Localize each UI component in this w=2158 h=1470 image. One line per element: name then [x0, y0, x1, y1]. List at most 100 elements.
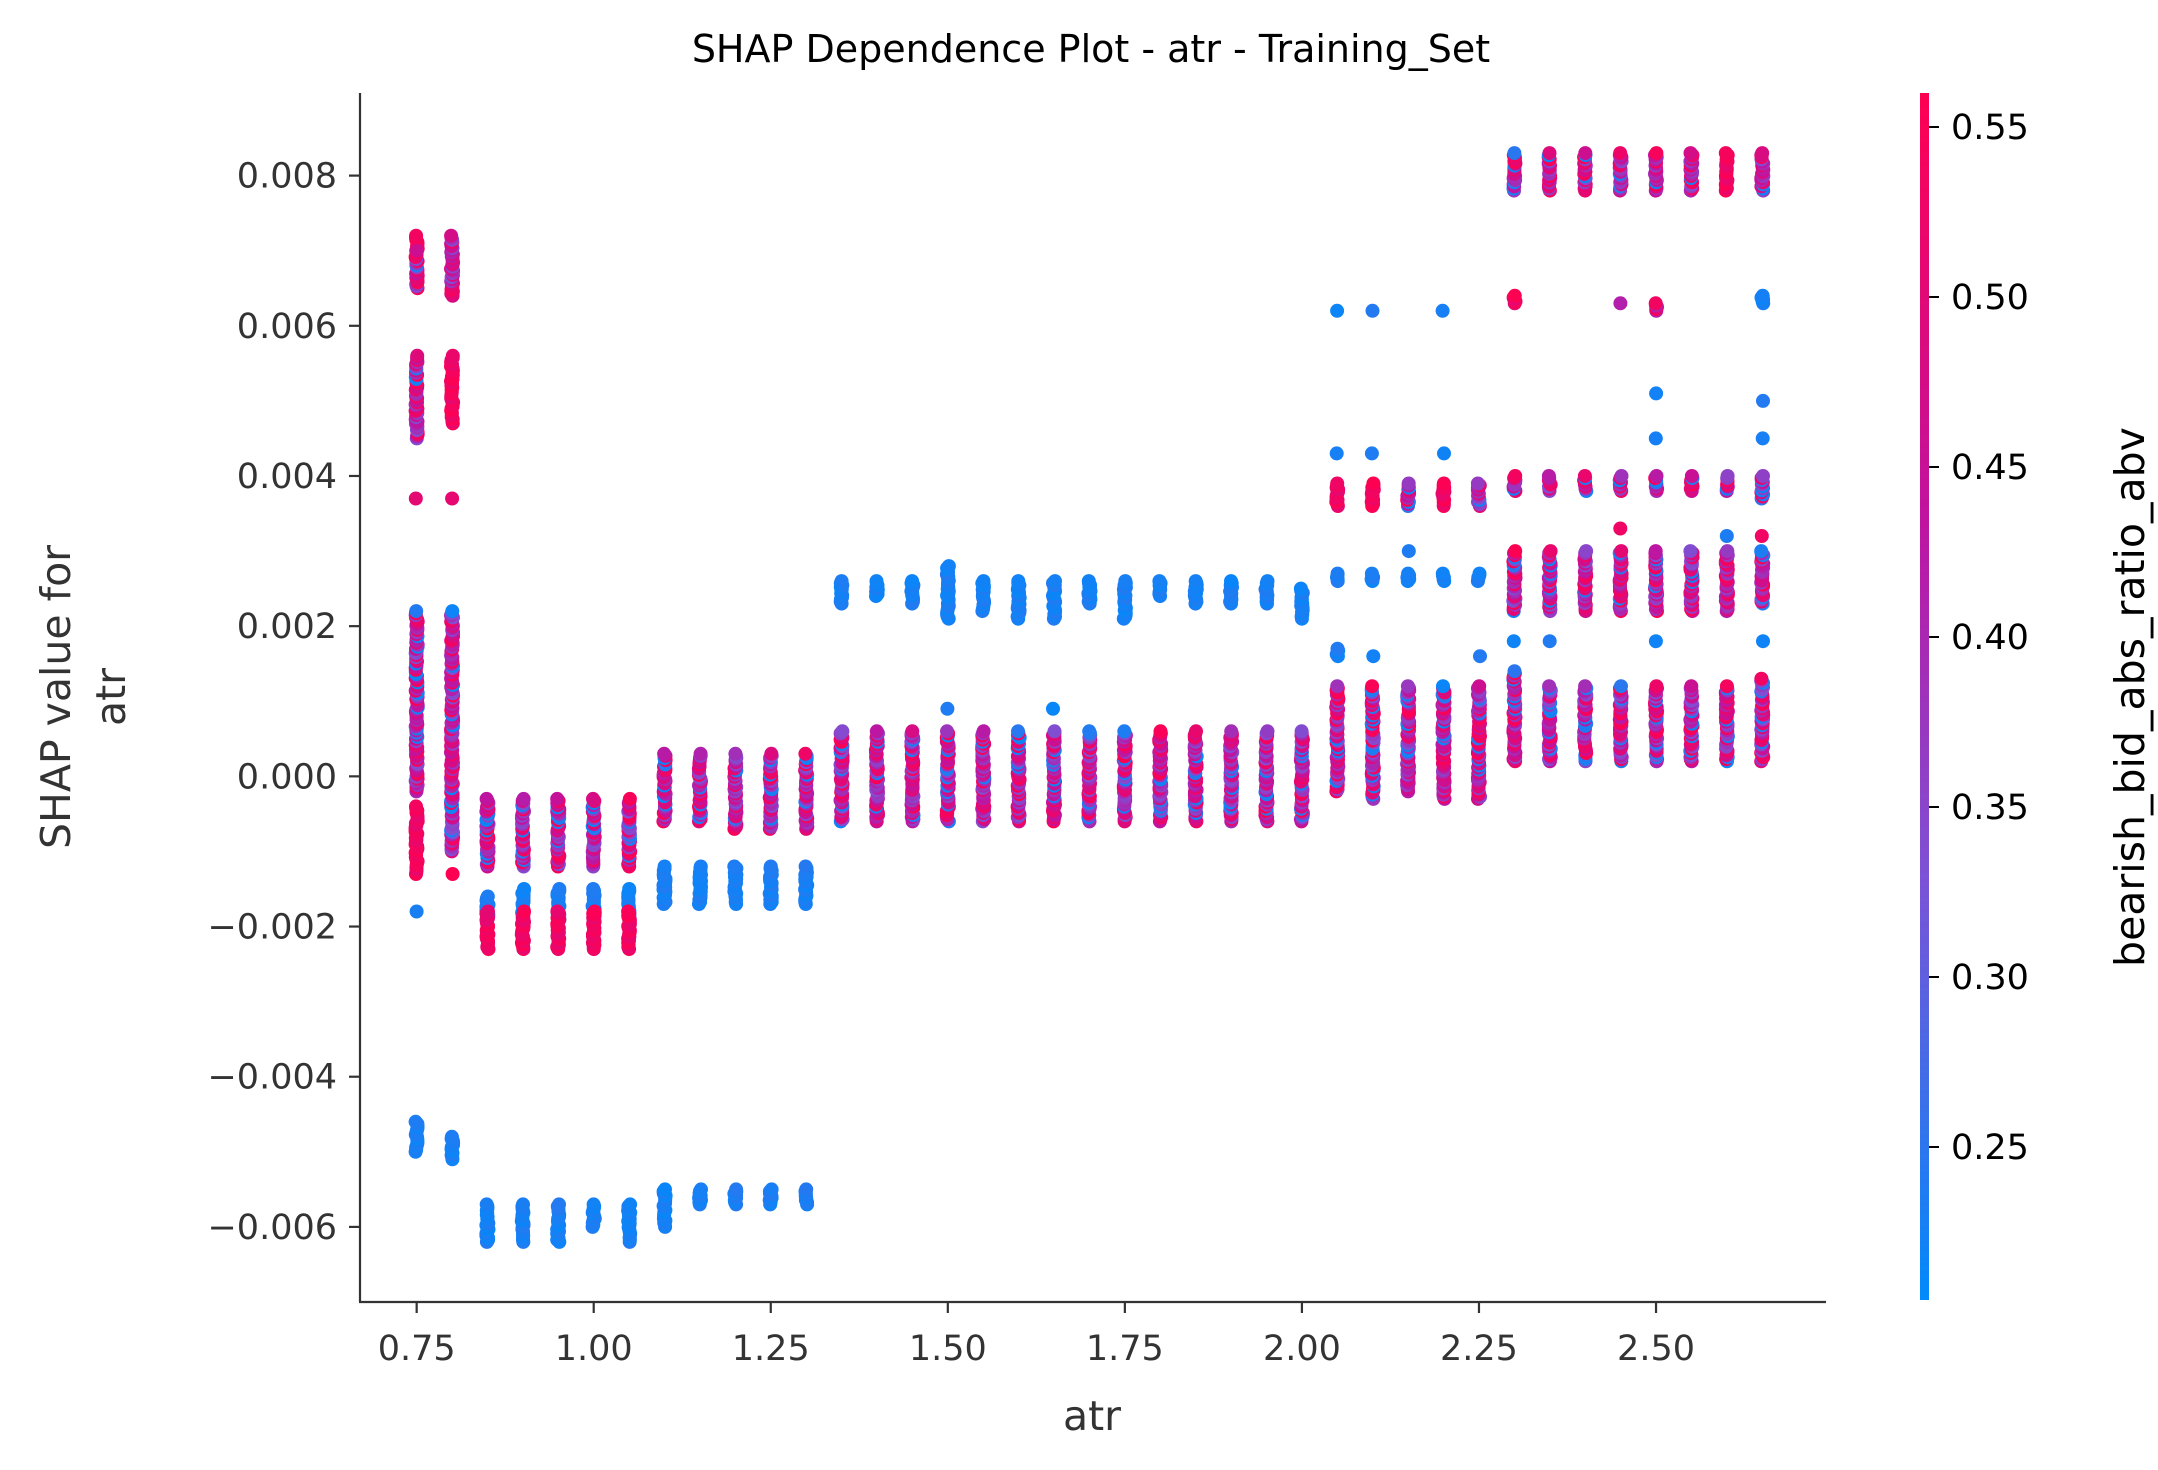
scatter-point [1293, 581, 1308, 596]
y-axis-label-line-2: atr [87, 668, 135, 726]
scatter-point [1541, 469, 1556, 483]
scatter-points [408, 146, 1771, 1249]
scatter-point [1543, 544, 1558, 559]
scatter-point [1614, 544, 1629, 559]
scatter-point [835, 724, 850, 739]
scatter-point [1756, 469, 1770, 483]
scatter-point [1436, 476, 1451, 491]
scatter-point [1613, 296, 1628, 311]
scatter-point [1330, 303, 1345, 318]
scatter-point [1329, 446, 1344, 461]
scatter-point [1330, 679, 1345, 694]
scatter-point [1579, 544, 1594, 559]
scatter-point [1578, 679, 1593, 694]
scatter-point [1011, 724, 1025, 739]
scatter-point [1542, 146, 1557, 161]
scatter-point [1720, 544, 1735, 559]
scatter-point [1508, 544, 1523, 559]
scatter-point [1364, 566, 1379, 581]
colorbar [1920, 93, 1929, 1300]
scatter-point [1648, 634, 1663, 649]
scatter-point [1649, 679, 1664, 694]
scatter-point [410, 348, 425, 363]
scatter-point [445, 604, 460, 619]
scatter-point [728, 746, 743, 761]
scatter-point [408, 1114, 423, 1129]
scatter-point [1578, 146, 1593, 161]
scatter-point [1188, 574, 1203, 589]
scatter-point [622, 882, 637, 896]
scatter-point [1648, 431, 1663, 446]
scatter-point [1047, 724, 1062, 739]
scatter-point [869, 574, 884, 589]
scatter-point [1294, 724, 1309, 739]
scatter-point [1400, 679, 1415, 694]
scatter-point [1153, 724, 1168, 739]
scatter-point [798, 859, 813, 874]
y-axis-label-line-1: SHAP value for [32, 545, 80, 849]
scatter-point [444, 1129, 459, 1144]
scatter-point [1684, 679, 1699, 694]
scatter-point [586, 1197, 601, 1212]
scatter-point [444, 228, 459, 243]
scatter-point [729, 1182, 744, 1197]
scatter-point [1470, 476, 1485, 491]
scatter-point [552, 882, 567, 896]
scatter-point [905, 724, 920, 739]
scatter-point [1473, 649, 1487, 664]
scatter-point [763, 859, 778, 874]
scatter-point [1401, 476, 1416, 491]
colorbar-tick-label: 0.25 [1951, 1128, 2029, 1168]
scatter-point [694, 1182, 708, 1197]
scatter-point [1472, 566, 1487, 581]
scatter-point [1365, 303, 1380, 318]
scatter-point [657, 746, 672, 761]
scatter-point [1507, 288, 1522, 303]
y-tick-label: 0.004 [237, 457, 337, 497]
scatter-point [1755, 146, 1770, 161]
scatter-point [1118, 574, 1133, 589]
scatter-point [1507, 146, 1522, 161]
scatter-point [1507, 664, 1522, 679]
colorbar-tick-label: 0.30 [1951, 958, 2029, 998]
x-tick-label: 2.00 [1263, 1329, 1341, 1369]
y-tick-label: −0.002 [207, 908, 337, 948]
colorbar-ticks: 0.25 0.30 0.35 0.40 0.45 0.50 0.55 [1929, 108, 2029, 1168]
scatter-point [1756, 393, 1770, 408]
x-tick-label: 2.25 [1440, 1329, 1518, 1369]
scatter-point [587, 904, 602, 919]
scatter-point [1649, 469, 1664, 483]
x-tick-label: 1.25 [732, 1329, 810, 1369]
scatter-point [1435, 303, 1450, 318]
scatter-point [799, 1182, 814, 1197]
scatter-point [798, 746, 813, 761]
scatter-point [1719, 679, 1734, 694]
x-tick-label: 1.50 [909, 1329, 987, 1369]
scatter-point [1260, 574, 1275, 589]
scatter-point [1613, 521, 1628, 536]
y-tick-label: 0.000 [237, 757, 337, 797]
scatter-point [622, 791, 637, 806]
scatter-point [1683, 544, 1698, 559]
scatter-point [1684, 469, 1699, 483]
scatter-point [1330, 641, 1345, 656]
scatter-point [1472, 679, 1487, 694]
scatter-point [1081, 574, 1096, 589]
scatter-point [409, 799, 423, 814]
scatter-point [693, 746, 708, 761]
scatter-point [1614, 469, 1629, 483]
x-axis-ticks: 0.75 1.00 1.25 1.50 1.75 2.00 2.25 2.50 [378, 1302, 1695, 1369]
scatter-point [1754, 671, 1769, 686]
y-axis-label: SHAP value for atr [32, 545, 135, 849]
scatter-point [1719, 529, 1734, 543]
scatter-point [1542, 679, 1557, 694]
scatter-point [480, 889, 495, 904]
scatter-point [1755, 288, 1770, 303]
scatter-point [1506, 634, 1521, 649]
scatter-point [1718, 146, 1733, 161]
scatter-point [657, 859, 672, 874]
scatter-point [1542, 634, 1557, 649]
scatter-point [1508, 469, 1523, 483]
colorbar-tick-label: 0.45 [1951, 448, 2029, 488]
scatter-point [727, 859, 742, 874]
